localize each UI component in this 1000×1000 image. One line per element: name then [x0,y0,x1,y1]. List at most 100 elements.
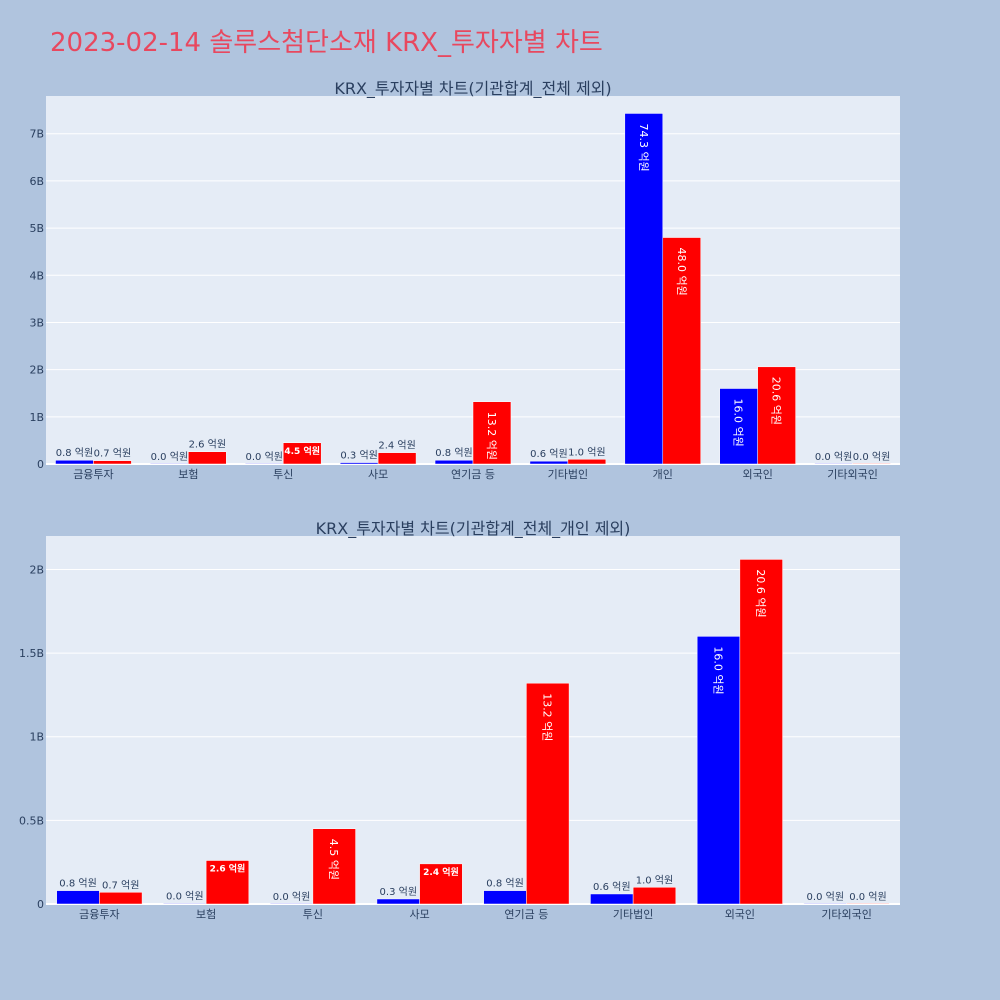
x-tick-label: 기타법인 [548,468,588,481]
bar [269,903,314,905]
bar [567,459,607,465]
bar [150,463,189,465]
bar [377,452,417,465]
x-tick-label: 보험 [196,908,216,921]
data-label: 20.6 억원 [770,377,783,425]
data-label: 0.3 억원 [380,886,417,898]
y-tick-label: 7B [29,128,44,141]
data-label: 16.0 억원 [712,646,725,694]
x-tick-label: 금융투자 [79,908,119,921]
bar [472,401,512,465]
bar [590,893,634,905]
x-tick-label: 사모 [368,468,388,481]
y-tick-label: 2B [29,364,44,377]
bar [434,459,474,465]
bar [339,462,379,465]
bar [419,863,463,905]
data-label: 74.3 억원 [637,123,650,171]
bar [99,892,143,905]
data-label: 0.0 억원 [849,891,886,903]
data-label: 2.6 억원 [210,863,246,875]
x-tick-label: 보험 [178,468,198,481]
data-label: 1.0 억원 [568,446,605,458]
chart-1: 0 1B 2B 3B 4B 5B 6B 7B KRX_투자자별 차트(기관합계_전체 제외) 금융… [29,79,900,481]
x-tick-label: 사모 [410,908,430,921]
data-label: 0.7 억원 [102,879,139,891]
x-tick-label: 기타외국인 [821,908,872,921]
data-label: 48.0 억원 [675,248,688,296]
data-label: 0.8 억원 [56,447,93,459]
data-label: 16.0 억원 [732,399,745,447]
data-label: 4.5 억원 [284,445,320,457]
x-tick-label: 연기금 등 [451,468,495,481]
data-label: 2.4 억원 [378,440,415,452]
bar [56,890,100,905]
bar [852,463,891,465]
data-label: 13.2 억원 [541,693,554,741]
page-title: 2023-02-14 솔루스첨단소재 KRX_투자자별 차트 [50,28,603,58]
y-tick-label: 2B [29,563,44,576]
data-label: 0.0 억원 [246,451,283,463]
data-label: 0.8 억원 [59,878,96,890]
x-tick-label: 연기금 등 [504,908,548,921]
y-tick-label: 1B [29,411,44,424]
data-label: 0.0 억원 [815,451,852,463]
bar [55,459,94,465]
data-label: 4.5 억원 [327,839,340,880]
x-tick-label: 금융투자 [73,468,113,481]
y-tick-label: 1.5B [19,647,44,660]
bar [624,113,664,465]
bar [814,463,853,465]
bar [739,559,783,905]
x-tick-label: 외국인 [725,908,755,921]
x-tick-label: 투신 [273,468,293,481]
x-tick-label: 기타법인 [613,908,653,921]
x-tick-label: 개인 [653,468,673,481]
data-label: 0.0 억원 [273,891,310,903]
data-label: 0.0 억원 [807,891,844,903]
bar [757,366,796,465]
bar [93,460,132,465]
y-tick-label: 6B [29,175,44,188]
y-tick-label: 5B [29,222,44,235]
data-label: 0.7 억원 [94,448,131,460]
bar [376,898,420,905]
chart-2: 0 0.5B 1B 1.5B 2B KRX_투자자별 차트(기관합계_전체_개인 제외) 금… [19,519,900,921]
chart-title: KRX_투자자별 차트(기관합계_전체_개인 제외) [316,519,631,539]
y-tick-label: 1B [29,731,44,744]
data-label: 1.0 억원 [636,874,673,886]
data-label: 13.2 억원 [485,412,498,460]
bar [205,860,250,905]
data-label: 0.0 억원 [151,451,188,463]
bar [846,903,890,905]
bar [526,682,570,905]
y-tick-label: 0.5B [19,814,44,827]
data-label: 0.0 억원 [853,451,890,463]
bar [632,887,677,905]
data-label: 2.4 억원 [423,866,459,878]
bar [163,903,207,905]
bar [529,460,569,465]
data-label: 0.8 억원 [486,878,523,890]
y-tick-label: 4B [29,269,44,282]
bar [188,451,227,465]
chart-title: KRX_투자자별 차트(기관합계_전체 제외) [334,79,611,99]
bar [483,890,527,905]
x-tick-label: 외국인 [742,468,772,481]
x-tick-label: 투신 [303,908,323,921]
data-label: 2.6 억원 [189,439,226,451]
data-label: 0.8 억원 [435,447,472,459]
y-tick-label: 0 [37,898,44,911]
y-tick-label: 0 [37,458,44,471]
bar [803,903,847,905]
bar [245,463,284,465]
bar [312,828,356,905]
x-tick-label: 기타외국인 [827,468,878,481]
data-label: 0.6 억원 [593,881,630,893]
bar [662,237,701,465]
data-label: 0.3 억원 [340,450,377,462]
data-label: 0.0 억원 [166,891,203,903]
data-label: 20.6 억원 [754,569,767,617]
bar [282,442,322,465]
